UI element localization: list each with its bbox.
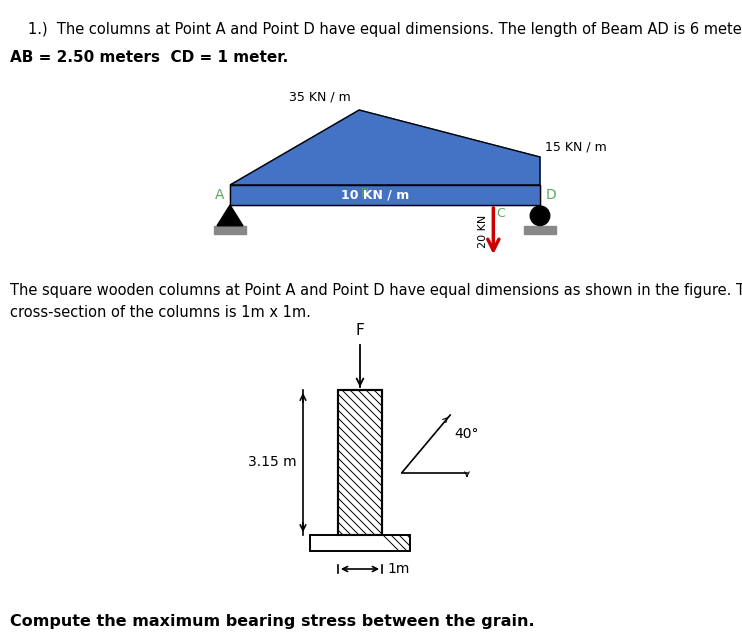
Text: 40°: 40° [454, 427, 479, 441]
Text: AB = 2.50 meters  CD = 1 meter.: AB = 2.50 meters CD = 1 meter. [10, 50, 288, 65]
Circle shape [531, 206, 550, 225]
Polygon shape [217, 205, 243, 225]
Text: Compute the maximum bearing stress between the grain.: Compute the maximum bearing stress betwe… [10, 614, 535, 629]
Text: 1.)  The columns at Point A and Point D have equal dimensions. The length of Bea: 1.) The columns at Point A and Point D h… [28, 22, 742, 37]
Text: The square wooden columns at Point A and Point D have equal dimensions as shown : The square wooden columns at Point A and… [10, 283, 742, 298]
Bar [230, 185, 540, 205]
Text: D: D [546, 188, 556, 202]
Text: 10 KN / m: 10 KN / m [341, 189, 409, 201]
Bar [230, 185, 540, 205]
Polygon shape [230, 110, 540, 185]
Bar [338, 390, 382, 535]
Bar [310, 535, 410, 551]
Bar [214, 225, 246, 234]
Text: B: B [361, 187, 370, 200]
Text: F: F [355, 323, 364, 338]
Text: 1m: 1m [387, 562, 410, 576]
Text: 15 KN / m: 15 KN / m [545, 141, 607, 154]
Bar [524, 225, 556, 234]
Text: cross-section of the columns is 1m x 1m.: cross-section of the columns is 1m x 1m. [10, 305, 311, 320]
Text: 20 KN: 20 KN [479, 215, 488, 248]
Text: 3.15 m: 3.15 m [249, 455, 297, 469]
Text: C: C [496, 207, 505, 220]
Bar [310, 535, 410, 551]
Text: A: A [214, 188, 224, 202]
Text: 35 KN / m: 35 KN / m [289, 91, 351, 104]
Bar [338, 390, 382, 535]
